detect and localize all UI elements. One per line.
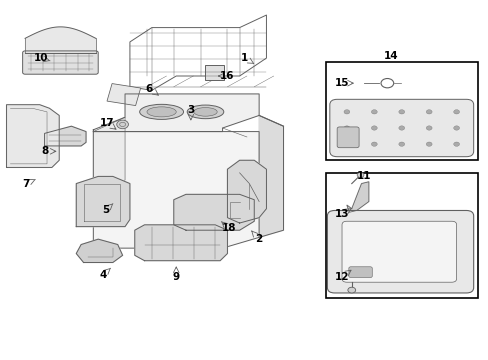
- Bar: [205, 64, 224, 80]
- Circle shape: [398, 142, 404, 146]
- Polygon shape: [93, 132, 259, 248]
- Text: 9: 9: [172, 272, 180, 282]
- Text: 16: 16: [220, 71, 234, 81]
- Text: 14: 14: [383, 51, 397, 61]
- Bar: [107, 84, 141, 105]
- Text: 18: 18: [221, 224, 236, 233]
- FancyBboxPatch shape: [327, 211, 473, 293]
- Text: 15: 15: [334, 78, 348, 88]
- Polygon shape: [173, 194, 254, 230]
- Circle shape: [371, 126, 376, 130]
- Circle shape: [356, 172, 363, 177]
- Circle shape: [398, 126, 404, 130]
- Text: 13: 13: [334, 209, 348, 219]
- Circle shape: [426, 126, 431, 130]
- Polygon shape: [6, 105, 59, 167]
- Polygon shape: [76, 176, 130, 226]
- FancyBboxPatch shape: [341, 221, 456, 282]
- Circle shape: [453, 110, 459, 114]
- Polygon shape: [135, 225, 227, 261]
- Ellipse shape: [147, 107, 176, 117]
- Circle shape: [117, 120, 128, 129]
- Circle shape: [343, 126, 349, 130]
- Text: 1: 1: [241, 53, 247, 63]
- FancyBboxPatch shape: [336, 127, 358, 148]
- Text: 11: 11: [356, 171, 370, 181]
- Text: 7: 7: [22, 179, 30, 189]
- Text: 2: 2: [255, 234, 262, 244]
- Circle shape: [453, 142, 459, 146]
- Polygon shape: [227, 160, 266, 223]
- Polygon shape: [259, 116, 283, 237]
- Polygon shape: [346, 182, 368, 212]
- Circle shape: [371, 142, 376, 146]
- Text: 8: 8: [41, 146, 48, 156]
- Bar: [326, 173, 477, 298]
- FancyBboxPatch shape: [348, 267, 371, 278]
- Text: 6: 6: [145, 84, 153, 94]
- FancyBboxPatch shape: [329, 99, 473, 157]
- Text: 5: 5: [102, 206, 109, 216]
- Circle shape: [343, 142, 349, 146]
- Text: 4: 4: [99, 270, 106, 280]
- Circle shape: [453, 126, 459, 130]
- Circle shape: [426, 110, 431, 114]
- FancyBboxPatch shape: [22, 51, 98, 74]
- Ellipse shape: [193, 108, 217, 116]
- Text: 10: 10: [33, 53, 48, 63]
- Polygon shape: [44, 126, 86, 146]
- Polygon shape: [93, 117, 125, 194]
- Polygon shape: [76, 239, 122, 262]
- Circle shape: [398, 110, 404, 114]
- Circle shape: [371, 110, 376, 114]
- Text: 12: 12: [334, 272, 348, 282]
- Text: 17: 17: [100, 118, 114, 128]
- Circle shape: [343, 110, 349, 114]
- Bar: [326, 62, 477, 160]
- Ellipse shape: [140, 104, 183, 120]
- Circle shape: [426, 142, 431, 146]
- Text: 3: 3: [187, 105, 194, 115]
- Polygon shape: [93, 94, 259, 132]
- Circle shape: [347, 287, 355, 293]
- Ellipse shape: [187, 105, 224, 119]
